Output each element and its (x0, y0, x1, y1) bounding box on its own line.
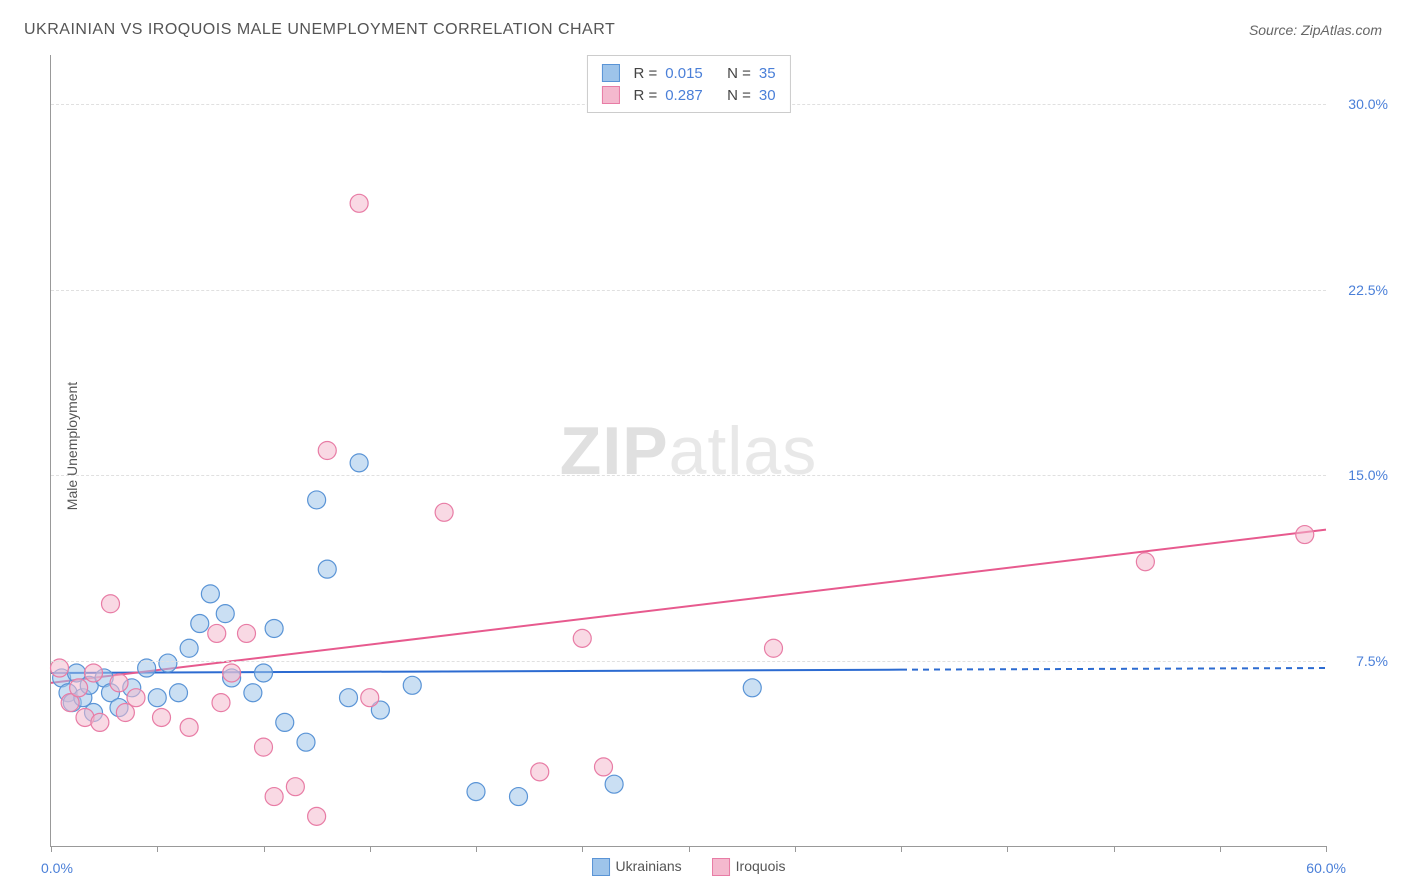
n-label: N = (727, 87, 751, 104)
y-tick-label: 30.0% (1348, 96, 1388, 112)
n-value-1: 30 (759, 87, 776, 104)
x-axis-min-label: 0.0% (41, 860, 73, 876)
r-label: R = (633, 65, 657, 82)
y-tick-label: 22.5% (1348, 282, 1388, 298)
y-tick-label: 7.5% (1356, 653, 1388, 669)
r-value-1: 0.287 (665, 87, 703, 104)
legend-stats-row-0: R = 0.015 N = 35 (601, 62, 775, 84)
legend-label-1: Iroquois (736, 858, 786, 874)
x-axis-max-label: 60.0% (1306, 860, 1346, 876)
legend-swatch-iroquois-b (712, 858, 730, 876)
plot-region: ZIPatlas R = 0.015 N = 35 R = 0.287 N = … (50, 55, 1326, 847)
legend-label-0: Ukrainians (616, 858, 682, 874)
legend-series: Ukrainians Iroquois (592, 858, 786, 876)
chart-title: UKRAINIAN VS IROQUOIS MALE UNEMPLOYMENT … (24, 21, 615, 39)
legend-stats: R = 0.015 N = 35 R = 0.287 N = 30 (586, 55, 790, 113)
r-label: R = (633, 87, 657, 104)
chart-area: ZIPatlas R = 0.015 N = 35 R = 0.287 N = … (50, 55, 1326, 847)
legend-swatch-ukrainians (601, 64, 619, 82)
legend-swatch-iroquois (601, 86, 619, 104)
chart-svg (51, 55, 1326, 846)
n-value-0: 35 (759, 65, 776, 82)
legend-item-iroquois: Iroquois (712, 858, 786, 876)
legend-swatch-ukrainians-b (592, 858, 610, 876)
r-value-0: 0.015 (665, 65, 703, 82)
source-label: Source: ZipAtlas.com (1249, 22, 1382, 38)
n-label: N = (727, 65, 751, 82)
y-tick-label: 15.0% (1348, 467, 1388, 483)
legend-item-ukrainians: Ukrainians (592, 858, 682, 876)
legend-stats-row-1: R = 0.287 N = 30 (601, 84, 775, 106)
